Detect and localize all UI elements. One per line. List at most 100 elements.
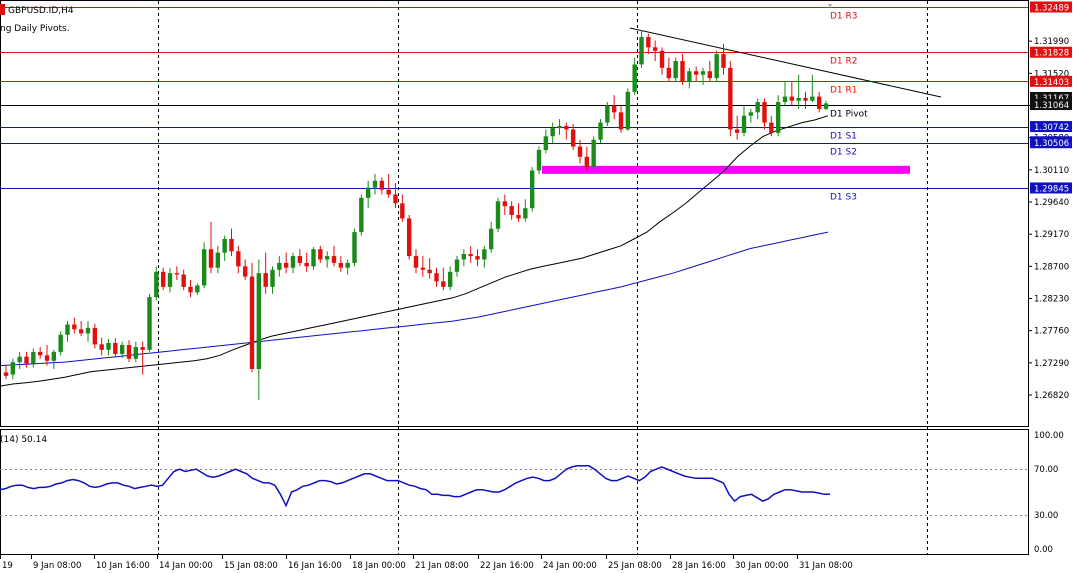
time-scale: 19 9 Jan 08:00 10 Jan 16:00 14 Jan 00:00 15 …: [0, 555, 853, 571]
trendline[interactable]: [629, 27, 942, 98]
candle: [188, 280, 193, 298]
candle-body: [673, 61, 678, 79]
candle-body: [728, 67, 733, 130]
candle: [454, 256, 460, 277]
pivot-label: D1 Pivot: [830, 110, 868, 120]
candle: [318, 245, 323, 263]
candle-body: [516, 214, 521, 219]
candle-body: [632, 64, 637, 92]
candle-body: [734, 129, 740, 133]
candle: [516, 203, 521, 222]
pivot-label: D1 R3: [830, 12, 858, 22]
candle-body: [92, 327, 98, 345]
candle-body: [557, 126, 562, 129]
candle: [92, 323, 98, 349]
candle: [420, 256, 426, 277]
pivot-lines: [0, 7, 1028, 189]
candle-body: [564, 126, 569, 130]
time-tick-label: 25 Jan 08:00: [608, 561, 662, 571]
candle: [160, 267, 166, 291]
candle: [529, 167, 535, 212]
candle: [434, 267, 439, 287]
price-tick-label: 1.27760: [1034, 327, 1069, 337]
candle-body: [126, 345, 132, 359]
candle-body: [680, 61, 685, 82]
price-tag: 1.29845: [1030, 182, 1072, 194]
candle: [816, 91, 822, 113]
time-tick-label: 16 Jan 16:00: [288, 561, 342, 571]
candle-body: [823, 103, 829, 109]
pivot-label: D1 R2: [830, 57, 858, 67]
candle-body: [359, 197, 364, 233]
candle: [441, 267, 446, 291]
price-tag-bg: [1030, 91, 1072, 103]
price-tag-bg: [1030, 1, 1072, 13]
candle: [775, 95, 781, 137]
time-tick-label: 18 Jan 00:00: [352, 561, 406, 571]
candle: [625, 88, 631, 131]
symbol-color-marker: [0, 4, 5, 15]
pivot-labels: D1 R3 D1 R2 D1 R1 D1 Pivot D1 S1 D1 S2 D1 S3: [830, 12, 868, 203]
price-tick-label: 1.28700: [1034, 262, 1069, 272]
candle-body: [365, 187, 371, 198]
candle: [99, 337, 104, 356]
price-tick-label: 1.30110: [1034, 166, 1069, 176]
price-tag-label: 1.30506: [1034, 139, 1069, 149]
candle-body: [17, 356, 22, 363]
candle: [263, 252, 268, 294]
rsi-label: (14) 50.14: [0, 435, 47, 445]
candle: [113, 338, 118, 357]
candle-body: [488, 228, 494, 250]
candle-body: [618, 112, 624, 130]
candle: [10, 358, 16, 380]
candle: [605, 102, 610, 127]
price-tag-label: 1.30742: [1034, 123, 1069, 133]
candle-body: [154, 271, 159, 298]
candle: [598, 119, 603, 144]
time-tick-label: 14 Jan 00:00: [159, 561, 213, 571]
candle-body: [263, 273, 268, 287]
price-tag-label: 1.31064: [1034, 101, 1069, 111]
candle-body: [475, 256, 480, 260]
candle: [488, 221, 494, 253]
candle: [584, 146, 590, 171]
candle-body: [803, 97, 808, 101]
candle: [570, 123, 576, 150]
candle-body: [447, 271, 453, 287]
candle-body: [652, 47, 658, 51]
candle-body: [400, 203, 405, 219]
price-tag-bg: [1030, 46, 1072, 58]
candle-body: [222, 238, 227, 253]
candle-body: [215, 252, 221, 268]
candle-body: [605, 105, 610, 123]
candle-body: [427, 269, 432, 274]
candle-body: [700, 71, 706, 75]
candle-body: [304, 262, 309, 267]
candle-body: [352, 232, 357, 263]
candle-body: [324, 256, 330, 260]
candle-body: [687, 71, 692, 82]
candle: [769, 115, 774, 137]
candle: [270, 266, 275, 294]
candle-body: [482, 249, 487, 260]
candle: [427, 258, 432, 279]
candle-body: [810, 96, 815, 101]
candle-body: [208, 249, 214, 268]
candle: [290, 252, 296, 274]
candle: [229, 228, 234, 257]
candle: [728, 61, 733, 137]
candle-body: [775, 102, 781, 133]
candle: [154, 266, 159, 301]
candle-body: [229, 238, 234, 252]
candle-body: [536, 149, 542, 171]
candle-body: [297, 256, 303, 263]
pivot-label: D1 S2: [830, 148, 857, 158]
candle: [550, 122, 555, 144]
chart-shift-marker[interactable]: [828, 4, 832, 8]
candle: [147, 293, 152, 352]
candle: [17, 351, 22, 369]
candle: [386, 173, 391, 198]
candle: [58, 331, 63, 356]
candle-body: [160, 271, 166, 287]
